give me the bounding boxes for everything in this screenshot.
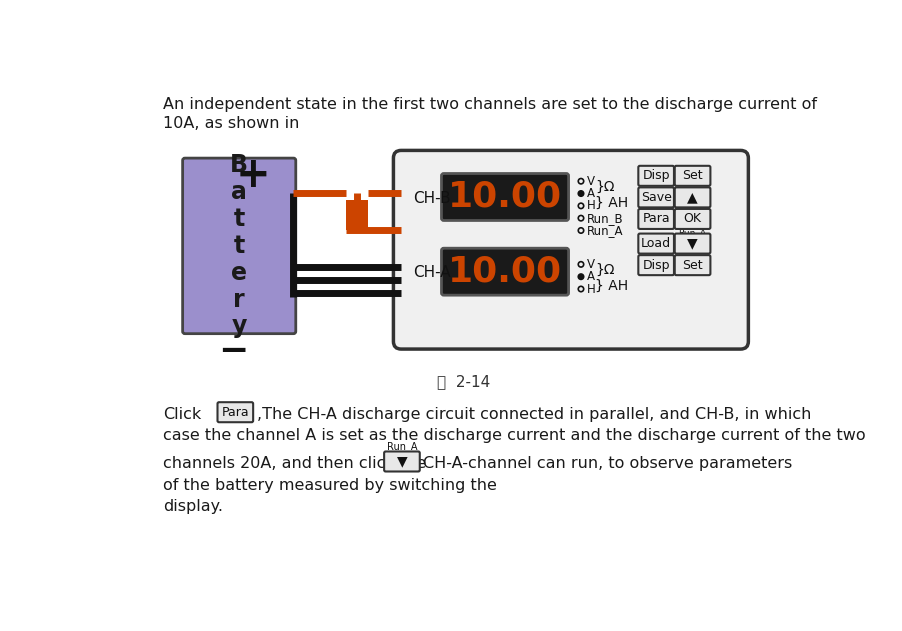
FancyBboxPatch shape [217,402,253,422]
Text: A: A [586,270,594,283]
Text: CH-A-channel can run, to observe parameters: CH-A-channel can run, to observe paramet… [422,456,791,471]
Circle shape [577,191,583,196]
Text: Run_A: Run_A [586,224,623,237]
FancyBboxPatch shape [674,233,710,254]
Text: Set: Set [682,259,702,271]
Text: ▲: ▲ [686,191,697,204]
Text: V: V [586,258,594,271]
Text: 图  2-14: 图 2-14 [436,374,489,389]
Text: Save: Save [640,191,671,204]
Circle shape [577,274,583,280]
Text: } AH: } AH [594,279,628,293]
Text: CH-B: CH-B [412,191,450,206]
Text: Click: Click [163,407,201,422]
Text: Run_B: Run_B [586,211,623,225]
Text: Set: Set [682,169,702,182]
Text: −: − [217,334,248,369]
Text: H: H [586,199,595,213]
FancyBboxPatch shape [674,255,710,275]
FancyBboxPatch shape [674,209,710,229]
Text: } AH: } AH [594,196,628,209]
FancyBboxPatch shape [638,187,673,208]
Text: display.: display. [163,499,223,514]
Text: CH-A: CH-A [412,264,450,280]
Text: 10.00: 10.00 [447,180,561,214]
Text: of the battery measured by switching the: of the battery measured by switching the [163,478,497,493]
FancyBboxPatch shape [674,166,710,186]
Text: V: V [586,175,594,187]
Text: A: A [586,187,594,200]
Text: }Ω: }Ω [594,262,613,277]
Text: }Ω: }Ω [594,180,613,194]
Text: channels 20A, and then click the: channels 20A, and then click the [163,456,426,471]
FancyBboxPatch shape [441,174,568,220]
Text: ▼: ▼ [396,454,407,468]
Text: Disp: Disp [641,169,669,182]
FancyBboxPatch shape [638,166,673,186]
Text: Para: Para [641,213,669,225]
Text: Run_AB: Run_AB [675,200,709,209]
Text: B
a
t
t
e
r
y: B a t t e r y [230,153,248,338]
Text: ,The CH-A discharge circuit connected in parallel, and CH-B, in which: ,The CH-A discharge circuit connected in… [257,407,811,422]
FancyBboxPatch shape [393,150,748,349]
FancyBboxPatch shape [638,233,673,254]
FancyBboxPatch shape [638,209,673,229]
Bar [345,201,367,230]
Text: 10.00: 10.00 [447,255,561,289]
FancyBboxPatch shape [182,158,296,334]
Text: OK: OK [683,213,701,225]
Text: H: H [586,283,595,295]
Text: 10A, as shown in: 10A, as shown in [163,115,299,131]
Text: Run_A: Run_A [677,228,705,237]
Text: ▼: ▼ [686,237,697,251]
Text: Run_A: Run_A [386,441,417,452]
Text: +: + [235,154,271,196]
Text: Disp: Disp [641,259,669,271]
FancyBboxPatch shape [638,255,673,275]
Text: An independent state in the first two channels are set to the discharge current : An independent state in the first two ch… [163,97,816,112]
FancyBboxPatch shape [383,451,419,471]
Text: Run_B: Run_B [677,179,705,187]
FancyBboxPatch shape [674,187,710,208]
Text: case the channel A is set as the discharge current and the discharge current of : case the channel A is set as the dischar… [163,428,865,444]
FancyBboxPatch shape [441,248,568,295]
Text: Para: Para [221,406,249,419]
Text: Load: Load [640,237,670,250]
